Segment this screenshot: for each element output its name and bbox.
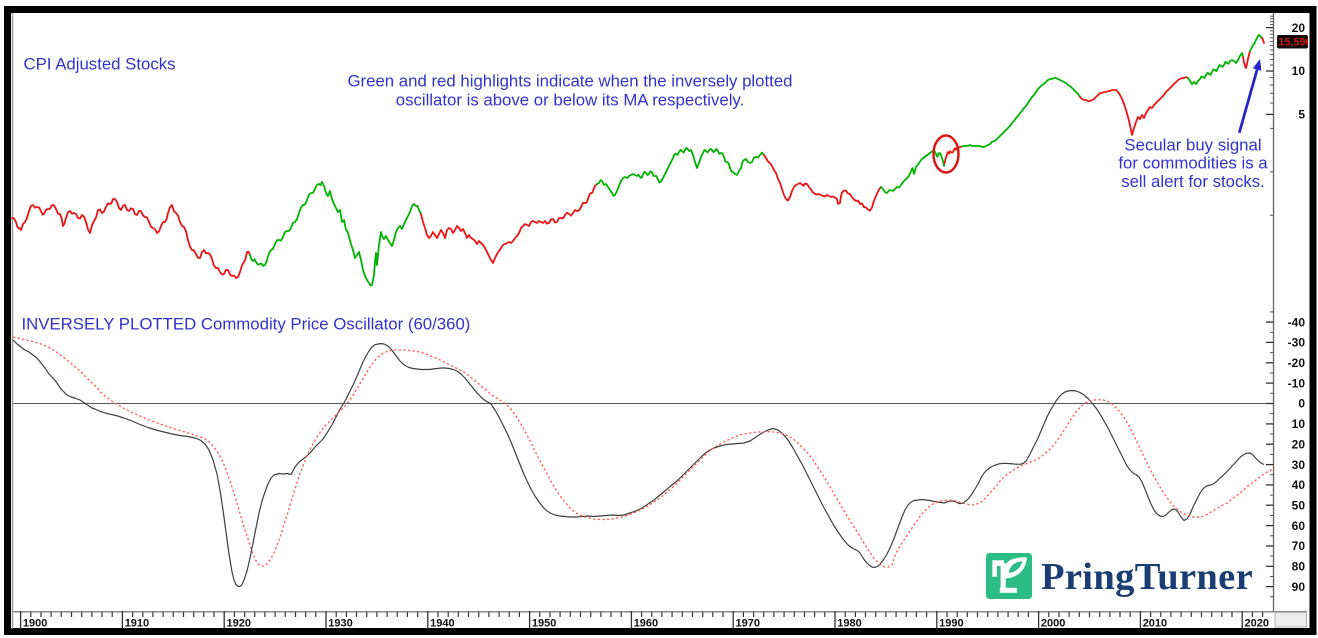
svg-text:1970: 1970 [736,617,760,629]
svg-text:90: 90 [1292,580,1306,594]
svg-text:50: 50 [1292,498,1306,512]
svg-text:-10: -10 [1288,376,1306,390]
svg-text:1980: 1980 [837,617,861,629]
svg-text:2020: 2020 [1245,617,1269,629]
svg-text:Green and red highlights indic: Green and red highlights indicate when t… [348,72,793,91]
svg-text:2000: 2000 [1041,617,1065,629]
svg-text:30: 30 [1292,458,1306,472]
svg-text:1990: 1990 [939,617,963,629]
svg-text:1950: 1950 [532,617,556,629]
svg-text:10: 10 [1292,417,1306,431]
svg-text:oscillator is above or below i: oscillator is above or below its MA resp… [396,91,745,110]
svg-text:-20: -20 [1288,356,1306,370]
svg-text:1920: 1920 [227,617,251,629]
svg-text:70: 70 [1292,539,1306,553]
svg-text:20: 20 [1292,21,1306,35]
svg-text:2010: 2010 [1143,617,1167,629]
svg-text:40: 40 [1292,478,1306,492]
svg-text:PringTurner: PringTurner [1041,556,1253,598]
svg-text:60: 60 [1292,519,1306,533]
svg-text:1930: 1930 [328,617,352,629]
svg-text:0: 0 [1298,397,1305,411]
svg-text:CPI Adjusted Stocks: CPI Adjusted Stocks [24,55,176,74]
svg-text:for commodities is a: for commodities is a [1118,154,1268,173]
svg-text:1940: 1940 [430,617,454,629]
svg-text:1900: 1900 [23,617,47,629]
svg-text:-40: -40 [1288,315,1306,329]
svg-text:80: 80 [1292,560,1306,574]
svg-text:sell alert for stocks.: sell alert for stocks. [1121,172,1265,191]
svg-text:-30: -30 [1288,336,1306,350]
svg-text:Secular buy signal: Secular buy signal [1124,136,1261,155]
svg-text:20: 20 [1292,437,1306,451]
svg-text:15.596: 15.596 [1279,36,1312,48]
svg-text:INVERSELY PLOTTED Commodity Pr: INVERSELY PLOTTED Commodity Price Oscill… [22,315,471,334]
svg-text:1960: 1960 [634,617,658,629]
svg-text:5: 5 [1298,108,1305,122]
svg-text:10: 10 [1292,64,1306,78]
svg-text:1910: 1910 [125,617,149,629]
